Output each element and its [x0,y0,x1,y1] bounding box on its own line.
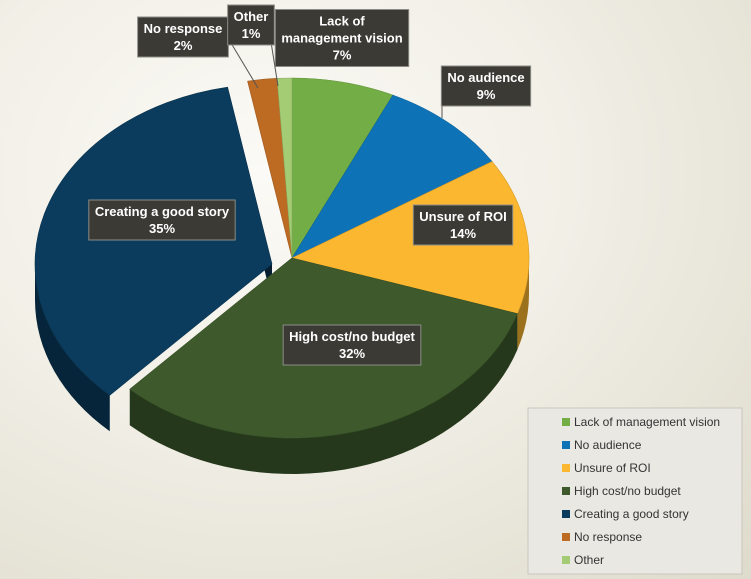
legend-swatch [562,556,570,564]
legend-item-unsure-of-roi: Unsure of ROI [562,461,651,475]
legend-item-other: Other [562,553,604,567]
data-label-value: 7% [333,48,352,63]
data-label-name: Lack of [319,14,365,29]
legend-item-creating-a-good-story: Creating a good story [562,507,689,521]
legend-label: High cost/no budget [574,484,681,498]
data-label-value: 14% [450,226,476,241]
data-label-creating-a-good-story: Creating a good story 35% [88,199,236,241]
legend-item-no-response: No response [562,530,642,544]
data-label-box [412,204,514,246]
data-label-box [137,16,229,58]
pie-slice-lack-of-management-vision [291,77,394,260]
data-label-other: Other 1% [227,4,279,87]
data-label-name: management vision [281,31,402,46]
data-labels: Lack of management vision 7% No audience 9% U… [88,4,532,366]
data-label-name: High cost/no budget [289,329,415,344]
legend-swatch [562,464,570,472]
legend-label: Other [574,553,604,567]
data-label-box [274,9,410,67]
data-label-value: 2% [174,38,193,53]
data-label-name: No response [144,21,223,36]
data-label-box [282,324,422,366]
data-label-value: 1% [242,26,261,41]
data-label-box [88,199,236,241]
legend-swatch [562,487,570,495]
pie-side-creating-a-good-story [35,264,110,432]
pie-side-unsure-of-roi [517,258,529,350]
legend: Lack of management vision No audience Unsu… [527,407,743,575]
leader-line [270,41,279,87]
legend-swatch [562,418,570,426]
legend-item-lack-of-management-vision: Lack of management vision [562,415,720,429]
data-label-name: No audience [447,70,524,85]
legend-label: No audience [574,438,642,452]
legend-item-high-cost-no-budget: High cost/no budget [562,484,681,498]
legend-label: Lack of management vision [574,415,720,429]
data-label-high-cost-no-budget: High cost/no budget 32% [282,324,422,366]
legend-label: No response [574,530,642,544]
data-label-value: 9% [477,87,496,102]
leader-line [227,37,259,89]
legend-label: Unsure of ROI [574,461,651,475]
legend-swatch [562,510,570,518]
pie-slice-creating-a-good-story [34,86,273,396]
legend-label: Creating a good story [574,507,689,521]
data-label-box [227,4,275,46]
data-label-unsure-of-roi: Unsure of ROI 14% [412,204,514,246]
legend-swatch [562,441,570,449]
data-label-no-audience: No audience 9% [440,65,532,118]
data-label-value: 35% [149,221,175,236]
data-label-lack-of-management-vision: Lack of management vision 7% [274,9,410,67]
data-label-no-response: No response 2% [137,16,259,89]
data-label-value: 32% [339,346,365,361]
legend-swatch [562,533,570,541]
pie-side-high-cost-no-budget [129,313,518,474]
data-label-name: Creating a good story [95,204,230,219]
legend-item-no-audience: No audience [562,438,642,452]
data-label-name: Other [234,9,269,24]
data-label-name: Unsure of ROI [419,209,506,224]
pie-slices [34,77,530,439]
data-label-box [440,65,532,107]
pie-slice-unsure-of-roi [291,161,530,314]
pie-slice-no-audience [291,94,493,259]
